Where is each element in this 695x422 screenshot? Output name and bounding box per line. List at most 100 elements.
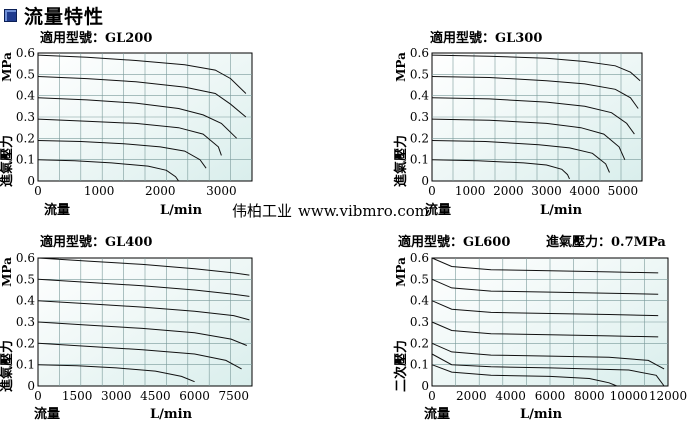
y-tick-label: 0.6 bbox=[16, 251, 35, 265]
series-line bbox=[37, 76, 247, 118]
series-line bbox=[431, 342, 665, 370]
series-line bbox=[37, 257, 250, 276]
x-tick-label: 2000 bbox=[145, 184, 176, 198]
x-tick-label: 2000 bbox=[456, 389, 487, 403]
series-line bbox=[431, 97, 635, 135]
model-label: 適用型號：GL600 bbox=[398, 234, 510, 250]
y-axis-unit: MPa bbox=[0, 257, 14, 287]
y-tick-label: 0.3 bbox=[16, 110, 35, 124]
y-tick-label: 0.6 bbox=[410, 46, 429, 60]
x-tick-label: 8000 bbox=[574, 389, 605, 403]
y-tick-label: 0.4 bbox=[16, 89, 35, 103]
y-axis-label: 進氣壓力 bbox=[0, 135, 15, 187]
x-axis-unit: L/min bbox=[520, 407, 563, 422]
y-tick-label: 0.3 bbox=[16, 315, 35, 329]
y-tick-label: 0.5 bbox=[410, 272, 429, 286]
x-tick-label: 5000 bbox=[608, 184, 639, 198]
y-tick-label: 0 bbox=[421, 379, 429, 393]
y-axis-label: 進氣壓力 bbox=[0, 340, 15, 392]
x-tick-label: 3000 bbox=[531, 184, 562, 198]
y-tick-label: 0.2 bbox=[410, 131, 429, 145]
y-axis-unit: MPa bbox=[0, 52, 14, 82]
series-line bbox=[431, 257, 659, 274]
x-tick-label: 1000 bbox=[84, 184, 115, 198]
x-tick-label: 1500 bbox=[62, 389, 93, 403]
x-tick-label: 3000 bbox=[101, 389, 132, 403]
y-tick-label: 0.4 bbox=[410, 89, 429, 103]
series-line bbox=[37, 321, 247, 346]
x-tick-label: 0 bbox=[428, 389, 436, 403]
y-tick-label: 0 bbox=[421, 174, 429, 188]
y-tick-label: 0 bbox=[27, 379, 35, 393]
watermark: 伟柏工业 www.vibmro.com bbox=[232, 200, 429, 221]
y-tick-label: 0.2 bbox=[410, 336, 429, 350]
x-tick-label: 7500 bbox=[218, 389, 249, 403]
y-tick-label: 0.3 bbox=[410, 315, 429, 329]
series-line bbox=[37, 342, 242, 370]
page-title: 流量特性 bbox=[24, 5, 105, 28]
series-line bbox=[431, 54, 641, 82]
x-axis-label: 流量 bbox=[425, 202, 451, 218]
x-tick-label: 0 bbox=[34, 184, 42, 198]
x-tick-label: 10000 bbox=[610, 389, 648, 403]
y-tick-label: 0 bbox=[27, 174, 35, 188]
x-tick-label: 0 bbox=[34, 389, 42, 403]
y-tick-label: 0.5 bbox=[16, 272, 35, 286]
series-line bbox=[431, 353, 665, 387]
x-tick-label: 4500 bbox=[140, 389, 171, 403]
x-tick-label: 1000 bbox=[455, 184, 486, 198]
model-label: 適用型號：GL300 bbox=[430, 30, 542, 46]
y-tick-label: 0.1 bbox=[410, 153, 429, 167]
model-label: 適用型號：GL400 bbox=[40, 234, 152, 250]
watermark-url: www.vibmro.com bbox=[298, 202, 429, 220]
y-tick-label: 0.6 bbox=[16, 46, 35, 60]
y-tick-label: 0.4 bbox=[16, 294, 35, 308]
y-tick-label: 0.1 bbox=[410, 358, 429, 372]
series-line bbox=[37, 300, 250, 321]
series-line bbox=[37, 118, 222, 156]
series-line bbox=[37, 97, 238, 139]
series-line bbox=[431, 159, 570, 180]
y-tick-label: 0.2 bbox=[16, 336, 35, 350]
series-line bbox=[431, 364, 618, 387]
x-axis-label: 流量 bbox=[34, 406, 60, 422]
y-axis-label: 進氣壓力 bbox=[393, 135, 409, 187]
series-line bbox=[37, 278, 250, 297]
square-bullet-icon bbox=[4, 8, 17, 22]
y-tick-label: 0.6 bbox=[410, 251, 429, 265]
y-axis-unit: MPa bbox=[394, 52, 408, 82]
series-line bbox=[431, 118, 626, 160]
y-axis-label: 二次壓力 bbox=[393, 340, 409, 392]
watermark-brand: 伟柏工业 bbox=[232, 202, 293, 220]
x-tick-label: 0 bbox=[428, 184, 436, 198]
x-tick-label: 4000 bbox=[495, 389, 526, 403]
series-line bbox=[37, 364, 195, 383]
x-axis-label: 流量 bbox=[44, 202, 70, 218]
y-tick-label: 0.3 bbox=[410, 110, 429, 124]
inlet-pressure-label: 進氣壓力：0.7MPa bbox=[546, 234, 666, 250]
y-tick-label: 0.2 bbox=[16, 131, 35, 145]
x-tick-label: 3000 bbox=[206, 184, 237, 198]
x-axis-unit: L/min bbox=[150, 407, 193, 422]
x-axis-unit: L/min bbox=[540, 203, 583, 218]
x-tick-label: 6000 bbox=[179, 389, 210, 403]
model-label: 適用型號：GL200 bbox=[40, 30, 152, 46]
series-line bbox=[431, 278, 659, 295]
y-tick-label: 0.5 bbox=[410, 67, 429, 81]
series-line bbox=[37, 140, 207, 169]
y-tick-label: 0.1 bbox=[16, 358, 35, 372]
y-tick-label: 0.1 bbox=[16, 153, 35, 167]
section-header: 流量特性 bbox=[4, 3, 105, 28]
series-line bbox=[37, 159, 180, 182]
x-axis-unit: L/min bbox=[160, 203, 203, 218]
x-tick-label: 4000 bbox=[569, 184, 600, 198]
y-axis-unit: MPa bbox=[394, 257, 408, 287]
series-line bbox=[431, 300, 659, 317]
x-tick-label: 6000 bbox=[535, 389, 566, 403]
series-line bbox=[431, 76, 639, 109]
x-axis-label: 流量 bbox=[424, 406, 450, 422]
series-line bbox=[431, 140, 610, 173]
x-tick-label: 2000 bbox=[493, 184, 524, 198]
x-tick-label: 12000 bbox=[649, 389, 687, 403]
